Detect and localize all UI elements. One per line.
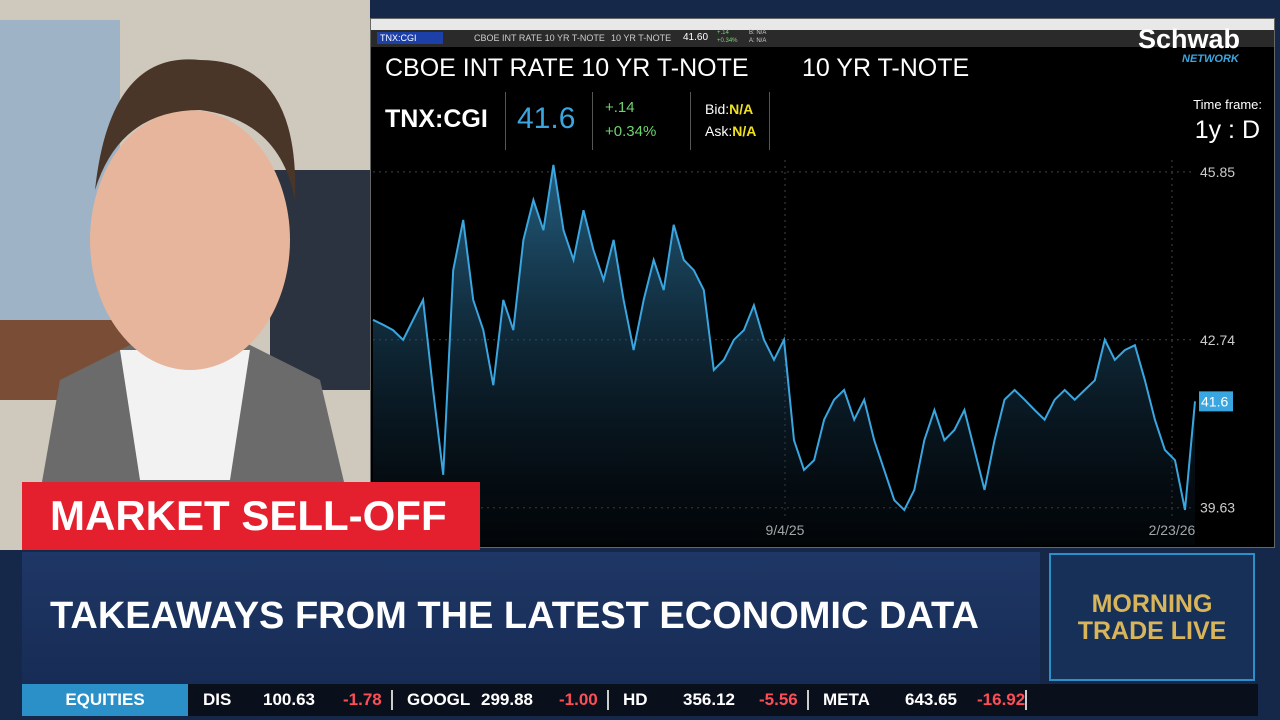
ticker-symbol: HD [623, 690, 648, 709]
toolbar-bid: B: N/A [749, 30, 767, 36]
bid: Bid:N/A [705, 101, 753, 117]
ticker-change: -5.56 [759, 690, 798, 709]
toolbar: TNX:CGI CBOE INT RATE 10 YR T-NOTE 10 YR… [371, 30, 1274, 47]
y-tick-label: 45.85 [1200, 164, 1235, 180]
toolbar-change: +.14 [717, 30, 729, 36]
timeframe-label: Time frame: [1193, 97, 1262, 112]
toolbar-ask: A: N/A [749, 38, 767, 44]
shirt [120, 350, 250, 480]
headline: TAKEAWAYS FROM THE LATEST ECONOMIC DATA [50, 595, 979, 637]
show-line2: TRADE LIVE [1077, 617, 1227, 645]
ticker-symbol: GOOGL [407, 690, 471, 709]
tag-box [22, 482, 480, 550]
line [372, 164, 1196, 512]
y-tick-label: 42.74 [1200, 332, 1235, 348]
divider [769, 92, 770, 150]
headline-banner [22, 552, 1040, 684]
ticker-symbol: META [823, 690, 870, 709]
ticker-change: -1.00 [559, 690, 598, 709]
header-symbol: TNX:CGI [385, 105, 488, 133]
ask-label: Ask: [705, 123, 733, 139]
show-line1: MORNING [1091, 590, 1213, 618]
separator [807, 690, 809, 710]
ticker-price: 299.88 [481, 690, 533, 709]
header-change-pct: +0.34% [605, 123, 657, 140]
divider [592, 92, 593, 150]
toolbar-change-pct: +0.34% [717, 38, 738, 44]
toolbar-last: 41.60 [683, 32, 709, 43]
tag: MARKET SELL-OFF [50, 492, 447, 539]
header-last: 41.6 [517, 102, 576, 135]
divider [690, 92, 691, 150]
ticker-price: 643.65 [905, 690, 957, 709]
ask: Ask:N/A [705, 123, 756, 139]
toolbar-description: CBOE INT RATE 10 YR T-NOTE [474, 33, 605, 43]
ticker-bar [22, 684, 1258, 716]
last-price-label: 41.6 [1201, 393, 1228, 409]
y-tick-label: 39.63 [1200, 500, 1235, 516]
area [373, 164, 1195, 545]
ticker-symbol: DIS [203, 690, 232, 709]
ticker-change: -16.92 [977, 690, 1026, 709]
title-bar [371, 19, 1274, 30]
screen-panel [270, 170, 370, 390]
timeframe: 1y : D [1194, 116, 1260, 144]
bid-label: Bid: [705, 101, 730, 117]
ticker-price: 100.63 [263, 690, 315, 709]
separator [1025, 690, 1027, 710]
header-short-name: 10 YR T-NOTE [802, 54, 970, 82]
face [90, 110, 290, 370]
header-change: +.14 [605, 99, 635, 116]
divider [505, 92, 506, 150]
hair [95, 59, 296, 200]
ticker-change: -1.78 [343, 690, 382, 709]
separator [607, 690, 609, 710]
toolbar-short-name: 10 YR T-NOTE [611, 33, 672, 43]
ticker-price: 356.12 [683, 690, 735, 709]
header-description: CBOE INT RATE 10 YR T-NOTE [385, 54, 749, 82]
symbol-input[interactable]: TNX:CGI [377, 32, 443, 44]
separator [391, 690, 393, 710]
ticker-section: EQUITIES [22, 684, 188, 716]
logo-sub: NETWORK [1182, 53, 1239, 65]
logo-brand: Schwab [1138, 24, 1241, 54]
bid-value: N/A [729, 101, 754, 117]
ask-value: N/A [732, 123, 757, 139]
show-box [1049, 553, 1255, 681]
last-price-marker [1199, 391, 1233, 412]
